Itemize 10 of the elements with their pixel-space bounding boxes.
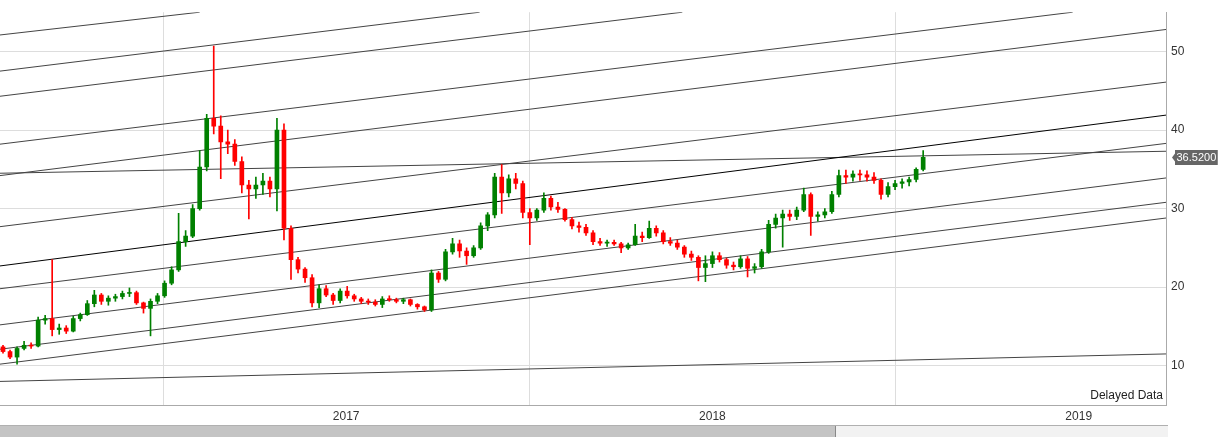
- annotation: Delayed Data: [1090, 388, 1164, 403]
- y-tick-label: 20: [1171, 279, 1185, 294]
- x-tick-label: 2018: [699, 408, 727, 423]
- y-tick-label: 50: [1171, 43, 1185, 58]
- y-tick-label: 40: [1171, 122, 1185, 137]
- x-tick-label: 2019: [1065, 408, 1093, 423]
- x-tick-label: 2017: [332, 408, 360, 423]
- y-tick-label: 10: [1171, 358, 1185, 373]
- y-tick-label: 30: [1171, 200, 1185, 215]
- text: 36.5200: [1176, 151, 1217, 164]
